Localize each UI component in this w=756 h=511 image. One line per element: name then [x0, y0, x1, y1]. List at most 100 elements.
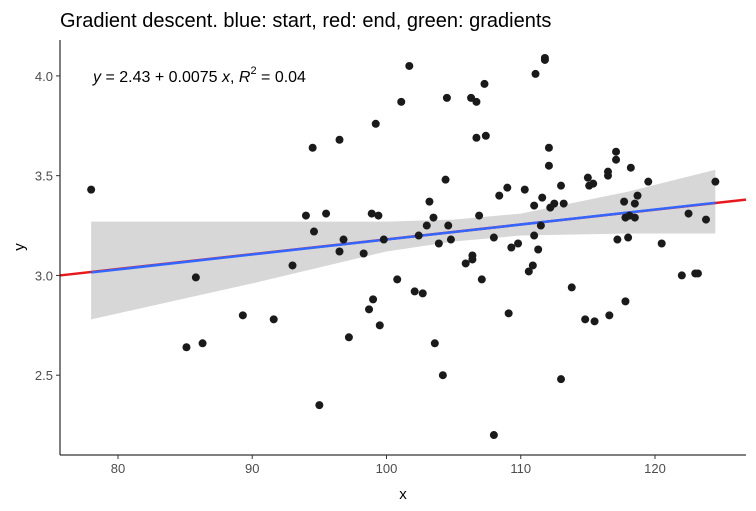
point: [475, 211, 484, 220]
y-tick-label: 4.0: [35, 69, 53, 84]
point: [397, 97, 406, 106]
point: [536, 221, 545, 230]
point: [308, 143, 317, 152]
point: [335, 247, 344, 256]
point: [374, 211, 383, 220]
point: [472, 133, 481, 142]
point: [603, 171, 612, 180]
point: [339, 235, 348, 244]
point: [288, 261, 297, 270]
point: [626, 163, 635, 172]
point: [550, 199, 559, 208]
x-tick-label: 100: [376, 461, 398, 476]
point: [191, 273, 200, 282]
point: [530, 201, 539, 210]
point: [530, 231, 539, 240]
point: [630, 199, 639, 208]
point: [503, 183, 512, 192]
point: [538, 193, 547, 202]
point: [238, 311, 247, 320]
point: [589, 179, 598, 188]
point: [369, 295, 378, 304]
point: [559, 199, 568, 208]
point: [379, 235, 388, 244]
point: [444, 221, 453, 230]
point: [605, 311, 614, 320]
point: [359, 249, 368, 258]
point: [657, 239, 666, 248]
point: [375, 321, 384, 330]
x-tick-label: 90: [245, 461, 259, 476]
annotation-part: x: [221, 69, 231, 86]
point: [371, 119, 380, 128]
annotation-part: ,: [230, 69, 239, 86]
point: [711, 177, 720, 186]
point: [557, 181, 566, 190]
y-tick-label: 3.0: [35, 268, 53, 283]
point: [621, 297, 630, 306]
point: [620, 197, 629, 206]
point: [414, 231, 423, 240]
point: [624, 233, 633, 242]
x-axis-title: x: [399, 486, 407, 503]
point: [315, 401, 324, 410]
confidence-band: [91, 169, 716, 320]
x-tick-label: 110: [510, 461, 531, 476]
y-tick-label: 3.5: [35, 169, 53, 184]
annotation-part: = 0.04: [257, 69, 306, 86]
point: [480, 79, 489, 88]
point: [365, 305, 374, 314]
point: [633, 191, 642, 200]
point: [468, 255, 477, 264]
annotation-part: 2: [250, 65, 256, 77]
point: [544, 161, 553, 170]
point: [534, 245, 543, 254]
x-tick-label: 80: [111, 461, 125, 476]
annotation-part: = 2.43 + 0.0075: [101, 69, 222, 86]
point: [630, 213, 639, 222]
point: [590, 317, 599, 326]
point: [581, 315, 590, 324]
point: [612, 147, 621, 156]
point: [495, 191, 504, 200]
point: [434, 239, 443, 248]
point: [489, 233, 498, 242]
point: [583, 173, 592, 182]
point: [422, 221, 431, 230]
point: [367, 209, 376, 218]
point: [438, 371, 447, 380]
point: [182, 343, 191, 352]
point: [429, 213, 438, 222]
point: [567, 283, 576, 292]
point: [405, 61, 414, 70]
x-tick-label: 120: [644, 461, 666, 476]
point: [544, 143, 553, 152]
point: [461, 259, 470, 268]
point: [430, 339, 439, 348]
point: [87, 185, 96, 194]
point: [472, 97, 481, 106]
point: [489, 431, 498, 440]
annotation: y = 2.43 + 0.0075 x, R2 = 0.04: [92, 65, 306, 86]
point: [507, 243, 516, 252]
point: [644, 177, 653, 186]
annotation-part: y: [92, 69, 102, 86]
point: [410, 287, 419, 296]
point: [344, 333, 353, 342]
point: [301, 211, 310, 220]
point: [198, 339, 207, 348]
point: [613, 235, 622, 244]
point: [524, 267, 533, 276]
point: [531, 69, 540, 78]
point: [528, 261, 537, 270]
annotation-part: R: [239, 69, 251, 86]
point: [540, 53, 549, 62]
point: [612, 155, 621, 164]
point: [418, 289, 427, 298]
point: [701, 215, 710, 224]
point: [425, 197, 434, 206]
point: [269, 315, 278, 324]
point: [322, 209, 331, 218]
chart-title: Gradient descent. blue: start, red: end,…: [60, 10, 551, 32]
